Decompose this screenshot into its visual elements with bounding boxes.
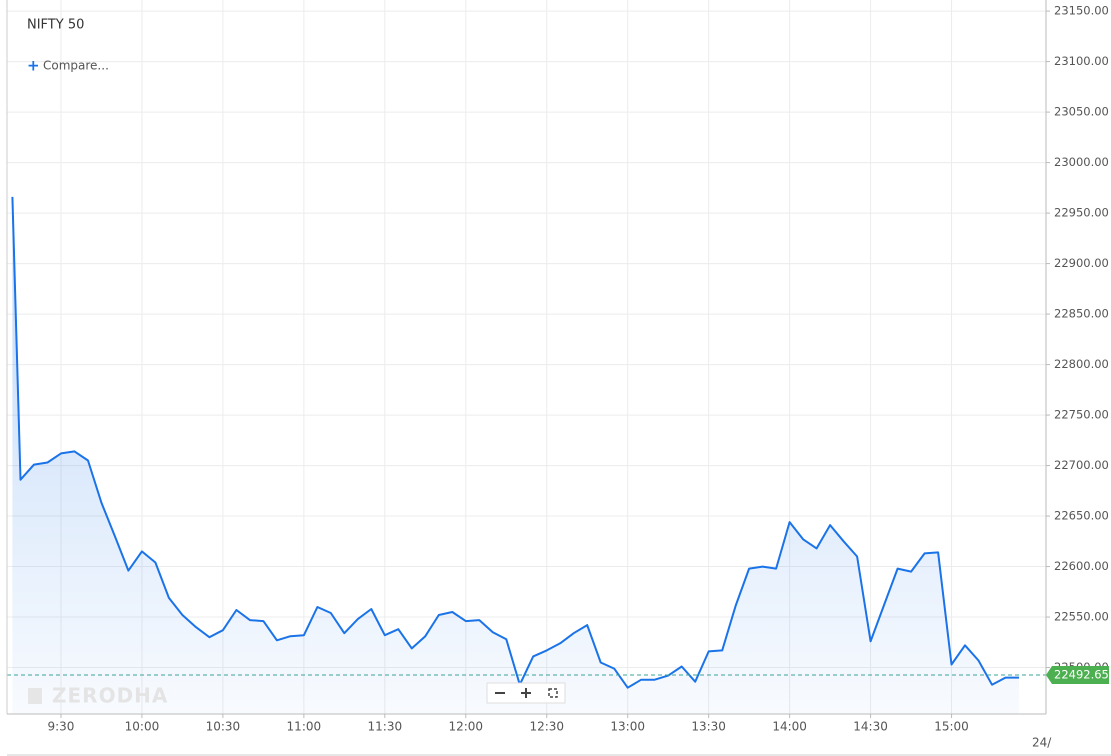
y-tick-label: 22800.00 <box>1054 357 1109 371</box>
y-tick-label: 22950.00 <box>1054 206 1109 220</box>
y-tick-label: 23100.00 <box>1054 54 1109 68</box>
watermark: ZERODHA <box>52 684 168 708</box>
y-tick-label: 22900.00 <box>1054 256 1109 270</box>
y-tick-label: 22850.00 <box>1054 307 1109 321</box>
x-tick-label: 13:30 <box>691 720 726 734</box>
area <box>12 196 1020 714</box>
y-tick-label: 23050.00 <box>1054 105 1109 119</box>
chart-title: NIFTY 50 <box>27 18 84 33</box>
y-tick-label: 22750.00 <box>1054 408 1109 422</box>
y-tick-label: 23150.00 <box>1054 4 1109 18</box>
last-price-label: 22492.65 <box>1054 667 1109 681</box>
y-tick-label: 22600.00 <box>1054 559 1109 573</box>
x-tick-label: 14:30 <box>853 720 888 734</box>
y-tick-label: 22550.00 <box>1054 610 1109 624</box>
x-tick-label: 9:30 <box>47 720 74 734</box>
x-tick-label: 11:30 <box>368 720 403 734</box>
x-tick-label: 10:00 <box>125 720 160 734</box>
price-line <box>11 196 1019 689</box>
x-tick-label: 15:00 <box>934 720 969 734</box>
x-tick-label: 10:30 <box>206 720 241 734</box>
last-price-tag <box>1046 665 1109 684</box>
zoom-controls <box>486 682 566 704</box>
y-tick-label: 22650.00 <box>1054 509 1109 523</box>
fullscreen[interactable] <box>548 688 558 698</box>
y-tick-label: 22700.00 <box>1054 458 1109 472</box>
watermark-logo <box>28 688 42 704</box>
x-tick-label: 13:00 <box>610 720 645 734</box>
compare-button[interactable]: Compare... <box>43 59 109 73</box>
x-tick-label: 11:00 <box>287 720 322 734</box>
x-tick-label: 12:00 <box>448 720 483 734</box>
date-label: 24/ <box>1032 736 1052 750</box>
compare-icon[interactable]: + <box>27 57 40 75</box>
x-tick-label: 12:30 <box>529 720 564 734</box>
y-tick-label: 23000.00 <box>1054 155 1109 169</box>
x-tick-label: 14:00 <box>772 720 807 734</box>
